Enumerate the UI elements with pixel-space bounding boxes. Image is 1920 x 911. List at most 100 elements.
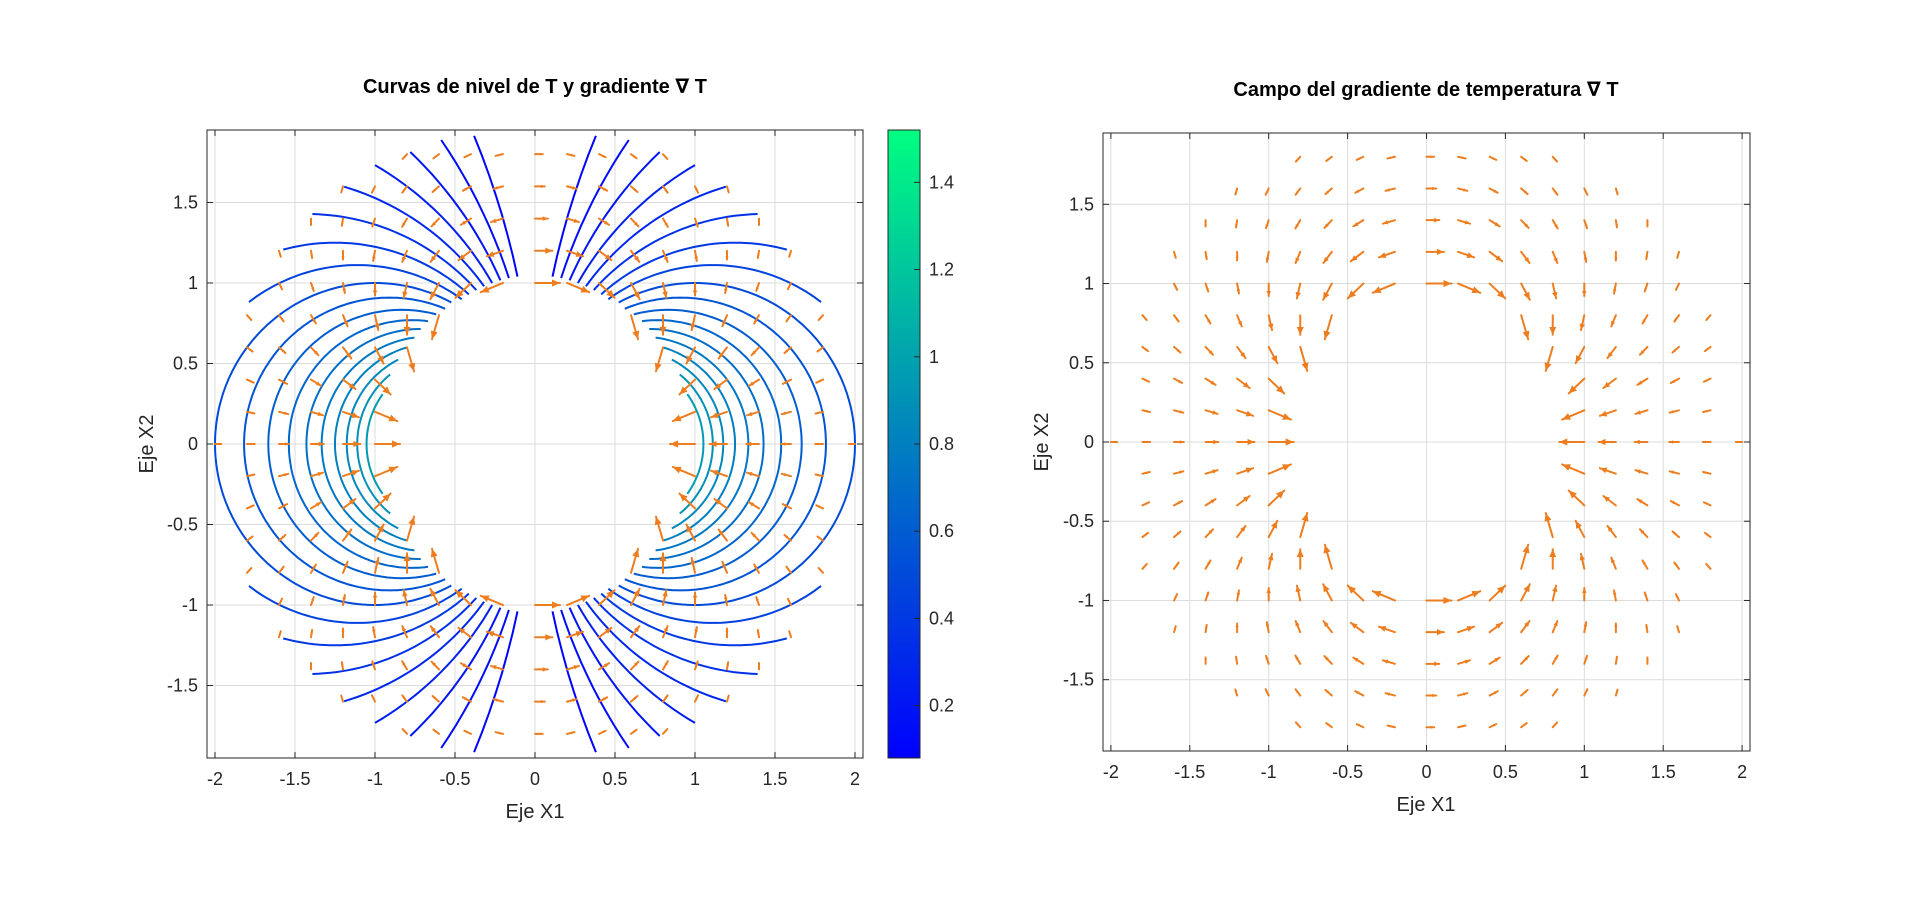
- gradient-arrow: [1520, 282, 1531, 301]
- gradient-arrow-head: [1236, 289, 1241, 294]
- y-tick-label: 0.5: [173, 353, 198, 373]
- gradient-arrow-head: [1430, 758, 1433, 760]
- gradient-arrow-head: [726, 662, 729, 666]
- gradient-arrow-head: [1237, 557, 1242, 563]
- gradient-arrow: [662, 589, 668, 607]
- gradient-arrow: [430, 660, 440, 671]
- colorbar-tick-label: 0.4: [929, 608, 954, 628]
- gradient-arrow: [1703, 531, 1712, 539]
- x-tick-label: -1: [1261, 762, 1277, 782]
- gradient-arrow-head: [1466, 252, 1475, 259]
- gradient-arrow: [788, 249, 792, 258]
- gradient-arrow: [342, 593, 346, 607]
- gradient-arrow-head: [464, 154, 468, 158]
- gradient-arrow: [678, 378, 696, 396]
- gradient-arrow-head: [1704, 348, 1708, 352]
- gradient-arrow: [1676, 250, 1680, 259]
- gradient-arrow-head: [1553, 621, 1558, 627]
- contour-line: [607, 585, 822, 624]
- gradient-arrow-head: [346, 352, 352, 359]
- gradient-arrow: [310, 249, 314, 260]
- gradient-arrow-head: [1493, 691, 1498, 695]
- gradient-arrow-head: [539, 121, 542, 123]
- gradient-arrow: [406, 515, 416, 542]
- gradient-arrow-head: [552, 601, 560, 609]
- y-tick-labels-left: -1.5 -1 -0.5 0 0.5 1 1.5: [167, 192, 198, 695]
- gradient-arrow: [1204, 314, 1212, 325]
- gradient-arrow-head: [351, 412, 359, 418]
- gradient-arrow-head: [1385, 188, 1390, 192]
- gradient-arrow-head: [1646, 223, 1649, 227]
- gradient-arrow-head: [388, 414, 398, 422]
- gradient-arrow-head: [314, 532, 319, 538]
- contour-line: [365, 393, 384, 495]
- gradient-arrow: [1558, 438, 1586, 446]
- gradient-arrow: [401, 660, 408, 671]
- gradient-arrow: [309, 662, 313, 671]
- gradient-arrow: [1236, 495, 1251, 507]
- gradient-arrow-head: [1670, 501, 1675, 505]
- gradient-arrow: [1701, 440, 1712, 444]
- contour-line: [607, 264, 822, 303]
- gradient-arrow-head: [1463, 188, 1468, 192]
- gradient-arrow-head: [539, 152, 543, 156]
- gradient-arrow: [246, 473, 256, 478]
- gradient-arrow-head: [539, 765, 542, 767]
- gradient-arrow-head: [695, 695, 699, 699]
- gradient-arrow: [403, 552, 411, 574]
- gradient-arrow: [1643, 282, 1649, 293]
- gradient-arrow: [630, 185, 639, 193]
- gradient-arrow-head: [314, 350, 319, 356]
- gradient-arrow-head: [1146, 471, 1150, 475]
- gradient-arrow-head: [1114, 440, 1118, 444]
- gradient-arrow-head: [552, 279, 560, 287]
- gradient-arrow: [1633, 439, 1649, 445]
- gradient-arrow: [1322, 282, 1333, 301]
- gradient-arrow: [490, 217, 504, 224]
- gradient-arrow: [340, 694, 344, 703]
- gradient-arrow: [1235, 219, 1239, 229]
- gradient-arrow: [1614, 655, 1618, 665]
- gradient-arrow-head: [430, 291, 437, 300]
- gradient-arrow: [1425, 248, 1445, 255]
- gradient-arrow: [431, 695, 440, 703]
- gradient-arrow-head: [572, 698, 577, 702]
- gradient-arrow: [566, 664, 580, 671]
- chart-title-right: Campo del gradiente de temperatura ∇ T: [1233, 79, 1618, 101]
- gradient-arrow: [535, 121, 541, 123]
- gradient-arrow-head: [1584, 655, 1588, 660]
- gradient-arrow-head: [1443, 279, 1452, 288]
- gradient-arrow: [278, 442, 290, 446]
- gradient-arrow: [1204, 250, 1208, 261]
- gradient-arrow: [246, 410, 256, 415]
- gradient-arrow-head: [1703, 471, 1707, 475]
- gradient-arrow: [534, 184, 546, 189]
- gradient-arrow-head: [1637, 499, 1643, 504]
- gradient-arrow: [1323, 543, 1333, 570]
- gradient-arrow: [1141, 471, 1151, 475]
- gradient-arrow: [1610, 314, 1617, 328]
- gradient-arrow: [1520, 620, 1531, 634]
- gradient-arrow-head: [1356, 724, 1360, 727]
- gradient-arrow: [1425, 186, 1438, 191]
- gradient-arrow: [781, 503, 792, 510]
- gradient-arrow-head: [1554, 722, 1558, 726]
- gradient-arrow-head: [751, 350, 756, 356]
- gradient-arrow-head: [1265, 689, 1268, 693]
- gradient-arrow: [630, 547, 640, 574]
- gradient-arrow-head: [1496, 290, 1506, 299]
- gradient-arrow-head: [1549, 549, 1557, 558]
- gradient-arrow: [1295, 584, 1302, 602]
- gradient-arrow: [1267, 463, 1292, 475]
- gradient-arrow-head: [782, 380, 787, 384]
- gradient-arrow: [780, 410, 792, 416]
- gradient-arrow-head: [1353, 657, 1359, 662]
- gradient-arrow-head: [1432, 693, 1437, 698]
- gradient-arrow: [1549, 314, 1557, 336]
- x-tick-label: 2: [850, 769, 860, 789]
- gradient-arrow-head: [817, 536, 821, 540]
- gradient-arrow: [278, 281, 284, 291]
- gradient-arrow: [1264, 688, 1270, 697]
- gradient-arrow: [1488, 584, 1507, 602]
- gradient-arrow-head: [283, 504, 288, 508]
